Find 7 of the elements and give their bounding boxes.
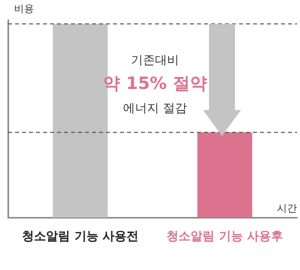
annotation: 에너지 절감 [122,100,188,117]
annotation: 약 15% 절약 [102,73,208,96]
x-tick-label: 청소알림 기능 사용전 [22,228,138,243]
x-axis-title: 시간 [277,204,297,215]
y-axis-title: 비용 [14,4,34,15]
x-tick-label: 청소알림 기능 사용후 [166,228,283,243]
annotation: 기존대비 [130,52,180,69]
